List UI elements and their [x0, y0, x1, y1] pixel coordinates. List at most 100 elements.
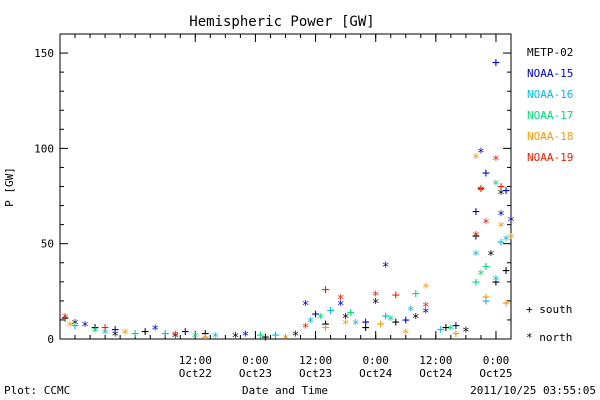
data-point-noaa-19: * [482, 217, 490, 232]
x-tick-date: Oct24 [419, 367, 452, 380]
footer-left: Plot: CCMC [4, 384, 70, 397]
legend-item: NOAA-18 [527, 130, 573, 143]
data-point-noaa-16: * [407, 305, 415, 320]
data-point-metp-02: * [171, 331, 179, 346]
data-point-noaa-15: + [181, 324, 189, 339]
data-point-noaa-16: + [497, 235, 505, 250]
data-point-noaa-18: * [422, 282, 430, 297]
x-tick-time: 12:00 [299, 354, 332, 367]
data-point-noaa-15: + [402, 313, 410, 328]
data-point-noaa-17: * [91, 325, 99, 340]
x-tick-time: 0:00 [242, 354, 269, 367]
legend-item: NOAA-15 [527, 67, 573, 80]
data-point-metp-02: + [91, 321, 99, 336]
x-tick-date: Oct23 [299, 367, 332, 380]
data-point-noaa-17: + [257, 328, 265, 343]
data-point-metp-02: * [477, 184, 485, 199]
data-point-noaa-18: + [482, 290, 490, 305]
data-point-noaa-17: * [191, 331, 199, 346]
data-point-noaa-18: * [472, 152, 480, 167]
data-point-metp-02: * [71, 318, 79, 333]
data-point-noaa-19: * [472, 230, 480, 245]
data-point-noaa-15: + [492, 56, 500, 71]
data-points: + * +* + * + * + *+ *+*+ *+ *+**+*+* + * + **+*+*+ *++*+… [61, 56, 515, 349]
data-point-noaa-15: * [241, 329, 249, 344]
data-point-noaa-15: + [111, 322, 119, 337]
data-point-noaa-15: * [507, 215, 515, 230]
data-point-noaa-19: + [101, 321, 109, 336]
data-point-noaa-16: * [101, 327, 109, 342]
data-point-noaa-19: + [477, 181, 485, 196]
legend-item: NOAA-17 [527, 109, 573, 122]
data-point-metp-02: * [231, 331, 239, 346]
marker-legend-item: * north [526, 331, 572, 344]
x-tick-date: Oct25 [479, 367, 512, 380]
legend-item: NOAA-16 [527, 88, 573, 101]
data-point-metp-02: * [292, 329, 300, 344]
data-point-noaa-16: * [352, 318, 360, 333]
y-tick-label: 50 [41, 238, 54, 251]
data-point-noaa-17: + [131, 326, 139, 341]
data-point-metp-02: * [462, 325, 470, 340]
data-point-noaa-18: * [282, 333, 290, 348]
data-point-noaa-15: + [362, 315, 370, 330]
data-point-noaa-18: + [201, 330, 209, 345]
plot-frame [59, 33, 512, 340]
data-point-noaa-19: * [372, 289, 380, 304]
data-point-noaa-16: + [327, 303, 335, 318]
data-point-noaa-19: * [422, 301, 430, 316]
data-point-noaa-15: * [302, 299, 310, 314]
data-point-noaa-15: * [422, 306, 430, 321]
legend: METP-02 NOAA-15 NOAA-16 NOAA-17 NOAA-18 NOAA-… [527, 46, 573, 164]
data-point-noaa-16: + [161, 326, 169, 341]
data-point-noaa-18: + [452, 326, 460, 341]
y-tick-label: 150 [34, 47, 54, 60]
data-point-metp-02: * [487, 249, 495, 264]
data-point-noaa-19: * [492, 154, 500, 169]
data-point-noaa-16: + [482, 294, 490, 309]
data-point-noaa-15: * [337, 299, 345, 314]
marker-legend: + south * north [526, 303, 572, 344]
data-point-metp-02: + [141, 324, 149, 339]
data-point-metp-02: * [412, 312, 420, 327]
data-point-noaa-19: * [302, 322, 310, 337]
marker-legend-item: + south [526, 303, 572, 316]
data-point-noaa-17: * [447, 324, 455, 339]
legend-item: METP-02 [527, 46, 573, 59]
data-point-metp-02: + [61, 311, 69, 326]
data-point-noaa-17: * [492, 179, 500, 194]
data-point-noaa-17: + [412, 286, 420, 301]
data-point-noaa-17: * [317, 312, 325, 327]
data-point-noaa-19: + [322, 282, 330, 297]
y-tick-label: 100 [34, 142, 54, 155]
data-point-metp-02: + [392, 315, 400, 330]
data-point-noaa-18: * [121, 327, 129, 342]
data-point-noaa-18: * [402, 327, 410, 342]
data-point-metp-02: * [342, 312, 350, 327]
data-point-noaa-19: * [337, 293, 345, 308]
data-point-metp-02: + [442, 321, 450, 336]
x-tick-date: Oct22 [179, 367, 212, 380]
data-point-noaa-16: + [437, 322, 445, 337]
legend-item: NOAA-19 [527, 151, 573, 164]
y-tick-label: 0 [47, 333, 54, 346]
data-point-metp-02: + [502, 263, 510, 278]
data-point-noaa-16: + [71, 319, 79, 334]
data-point-noaa-16: * [502, 234, 510, 249]
chart-title: Hemispheric Power [GW] [189, 14, 374, 30]
data-point-noaa-15: + [482, 166, 490, 181]
data-point-noaa-15: * [151, 324, 159, 339]
data-point-noaa-18: * [497, 221, 505, 236]
data-point-noaa-18: + [502, 296, 510, 311]
data-point-metp-02: + [201, 326, 209, 341]
data-point-noaa-17: + [347, 305, 355, 320]
data-point-noaa-15: + [472, 204, 480, 219]
data-point-noaa-15: * [382, 261, 390, 276]
x-tick-date: Oct24 [359, 367, 392, 380]
data-point-metp-02: + [322, 317, 330, 332]
data-point-noaa-19: * [61, 312, 69, 327]
x-tick-time: 12:00 [419, 354, 452, 367]
data-point-noaa-16: + [272, 328, 280, 343]
data-point-noaa-16: * [472, 249, 480, 264]
